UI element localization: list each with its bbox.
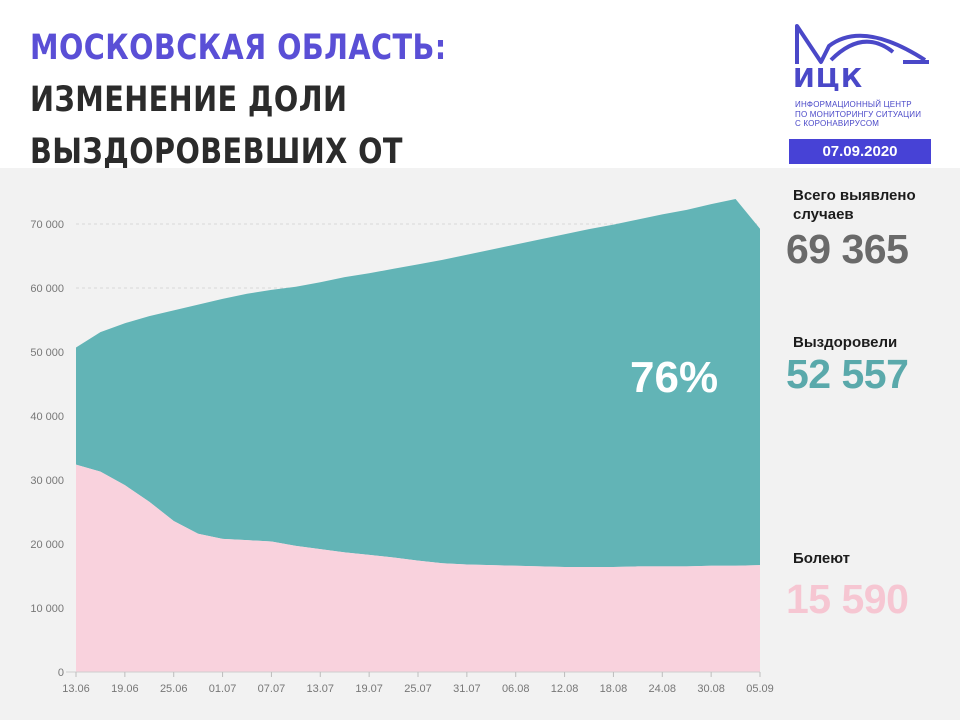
y-tick-label: 20 000 <box>30 539 64 551</box>
logo-subtitle-line: ПО МОНИТОРИНГУ СИТУАЦИИ <box>795 109 922 119</box>
logo-mountain-icon <box>795 24 929 64</box>
sick-label: Болеют <box>793 550 851 567</box>
x-tick-label: 06.08 <box>502 683 530 695</box>
series-sick-area <box>76 464 760 672</box>
y-tick-label: 40 000 <box>30 411 64 423</box>
x-tick-label: 13.07 <box>307 683 335 695</box>
y-tick-label: 50 000 <box>30 347 64 359</box>
recovered-value: 52 557 <box>786 351 909 397</box>
logo-name: ИЦК <box>793 64 864 94</box>
y-tick-label: 70 000 <box>30 219 64 231</box>
y-tick-label: 30 000 <box>30 475 64 487</box>
total-value: 69 365 <box>786 226 909 272</box>
recovered-share: 76% <box>630 353 719 402</box>
chart-panel: 0 10 000 20 000 30 000 40 000 50 000 60 000 70 … <box>0 168 960 720</box>
header: МОСКОВСКАЯ ОБЛАСТЬ: ИЗМЕНЕНИЕ ДОЛИ ВЫЗДО… <box>0 0 960 224</box>
area-chart: 0 10 000 20 000 30 000 40 000 50 000 60 000 70 … <box>30 199 774 695</box>
x-tick-label: 18.08 <box>600 683 628 695</box>
y-tick-label: 0 <box>58 667 64 679</box>
logo-subtitle: ИНФОРМАЦИОННЫЙ ЦЕНТР ПО МОНИТОРИНГУ СИТУ… <box>795 100 935 129</box>
logo-subtitle-line: С КОРОНАВИРУСОМ <box>795 119 880 128</box>
x-tick-label: 01.07 <box>209 683 237 695</box>
x-tick-label: 25.06 <box>160 683 188 695</box>
x-tick-label: 05.09 <box>746 683 774 695</box>
title-region: МОСКОВСКАЯ ОБЛАСТЬ: <box>30 28 447 68</box>
date-badge: 07.09.2020 <box>789 139 931 164</box>
x-tick-label: 19.07 <box>355 683 383 695</box>
logo-subtitle-line: ИНФОРМАЦИОННЫЙ ЦЕНТР <box>795 100 912 109</box>
sick-value: 15 590 <box>786 576 909 622</box>
series-recovered-area <box>76 199 760 568</box>
y-tick-label: 60 000 <box>30 283 64 295</box>
x-tick-label: 24.08 <box>649 683 677 695</box>
x-tick-label: 13.06 <box>62 683 90 695</box>
y-tick-label: 10 000 <box>30 603 64 615</box>
title-line1: ИЗМЕНЕНИЕ ДОЛИ <box>30 80 348 120</box>
x-tick-label: 31.07 <box>453 683 481 695</box>
x-tick-label: 07.07 <box>258 683 286 695</box>
recovered-label: Выздоровели <box>793 334 898 351</box>
x-tick-label: 30.08 <box>697 683 725 695</box>
x-tick-label: 19.06 <box>111 683 139 695</box>
logo: ИЦК ИНФОРМАЦИОННЫЙ ЦЕНТР ПО МОНИТОРИНГУ … <box>793 22 933 132</box>
x-tick-label: 25.07 <box>404 683 432 695</box>
total-label: Всего выявлено случаев <box>793 187 916 223</box>
x-tick-label: 12.08 <box>551 683 579 695</box>
